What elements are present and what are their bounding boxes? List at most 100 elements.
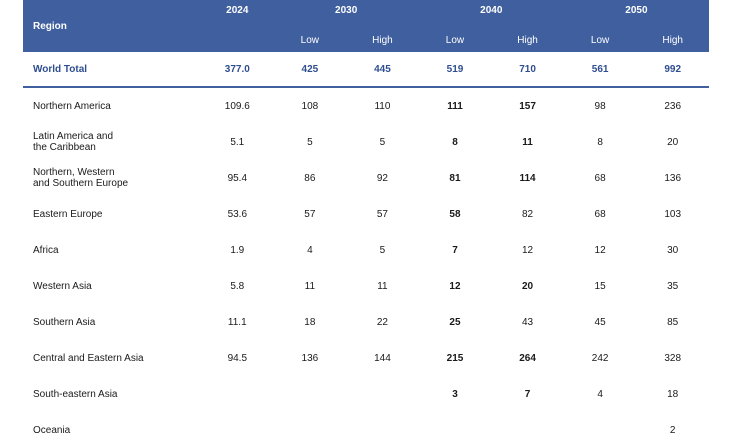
- value-2050-low: 4: [597, 388, 603, 400]
- year-header-2024: 2024: [201, 0, 274, 28]
- value-2024: [201, 412, 274, 448]
- subheader-2050-high: High: [636, 28, 709, 52]
- table-row: Eastern Europe 53.6 57 57 58 82 68 103: [23, 196, 709, 232]
- value-2040-high: 264: [519, 352, 536, 364]
- subheader-2040-high: High: [491, 28, 564, 52]
- header-row-scenarios: Low High Low High Low High: [23, 28, 709, 52]
- region-name: South-eastern Asia: [33, 388, 118, 400]
- value-2030-low: 136: [301, 352, 319, 364]
- value-2030-high: 92: [376, 172, 388, 184]
- value-2040-high: 82: [521, 208, 534, 220]
- world-total-2050-low: 561: [563, 52, 637, 88]
- year-header-2050: 2050: [563, 0, 709, 28]
- projection-table: Region 2024 2030 2040 2050 Low High Low …: [23, 0, 709, 448]
- world-total-2040-low: 519: [418, 52, 492, 88]
- value-2050-high: 2: [669, 424, 676, 436]
- world-total-2040-high: 710: [491, 52, 564, 88]
- region-name: Africa: [33, 244, 59, 256]
- value-2040-high: 12: [521, 244, 534, 256]
- table-row: Southern Asia 11.1 18 22 25 43 45 85: [23, 304, 709, 340]
- region-name: Eastern Europe: [33, 208, 103, 220]
- world-total-2030-high: 445: [346, 52, 419, 88]
- region-name: Northern America: [33, 100, 111, 112]
- value-2040-low: 7: [452, 244, 458, 256]
- world-total-row: World Total 377.0 425 445 519 710 561 99…: [23, 52, 709, 88]
- value-2030-low: 5: [307, 136, 313, 148]
- value-2040-low: 215: [446, 352, 464, 364]
- value-2050-low: 15: [594, 280, 606, 292]
- value-2030-low: [274, 412, 347, 448]
- value-2024: [201, 376, 274, 412]
- value-2050-low: [564, 412, 637, 448]
- value-2024: 109.6: [224, 100, 250, 112]
- value-2030-low: 108: [301, 100, 319, 112]
- value-2030-high: 144: [374, 352, 391, 364]
- value-2040-low: [419, 412, 492, 448]
- value-2050-high: 85: [667, 316, 679, 328]
- value-2040-low: 58: [449, 208, 461, 220]
- value-2024: 94.5: [227, 352, 248, 364]
- region-name-line1: Northern, Western: [33, 167, 115, 178]
- value-2024: 5.1: [230, 136, 245, 148]
- value-2050-low: 98: [594, 100, 606, 112]
- value-2030-high: [346, 412, 419, 448]
- value-2050-high: 18: [667, 388, 679, 400]
- year-header-2040: 2040: [418, 0, 564, 28]
- world-total-2030-low: 425: [273, 52, 347, 88]
- value-2040-low: 12: [449, 280, 461, 292]
- value-2030-low: 18: [304, 316, 316, 328]
- table-row: Western Asia 5.8 11 11 12 20 15 35: [23, 268, 709, 304]
- value-2040-low: 111: [447, 100, 463, 112]
- value-2040-low: 81: [449, 172, 461, 184]
- value-2030-low: 4: [307, 244, 313, 256]
- table-row: Northern, Western and Southern Europe 95.…: [23, 160, 709, 196]
- value-2030-low: [274, 376, 347, 412]
- region-name: Latin America and the Caribbean: [23, 124, 201, 160]
- value-2030-high: 22: [376, 316, 388, 328]
- table-header: Region 2024 2030 2040 2050 Low High Low …: [23, 0, 709, 52]
- value-2030-high: 5: [379, 244, 386, 256]
- year-header-2030: 2030: [273, 0, 419, 28]
- value-2040-low: 8: [452, 136, 458, 148]
- region-name-line2: the Caribbean: [33, 142, 96, 153]
- table-row: Africa 1.9 4 5 7 12 12 30: [23, 232, 709, 268]
- value-2050-low: 68: [594, 208, 606, 220]
- value-2050-low: 45: [594, 316, 606, 328]
- value-2050-high: 35: [667, 280, 679, 292]
- value-2040-high: 157: [519, 100, 536, 112]
- table-row: Latin America and the Caribbean 5.1 5 5 8…: [23, 124, 709, 160]
- table-row: Northern America 109.6 108 110 111 157 9…: [23, 87, 709, 124]
- region-name-line2: and Southern Europe: [33, 178, 129, 189]
- region-name-line1: Latin America and: [33, 131, 114, 142]
- value-2050-high: 20: [667, 136, 679, 148]
- value-2024: 11.1: [227, 316, 247, 328]
- value-2040-high: [491, 412, 564, 448]
- value-2050-low: 242: [591, 352, 609, 364]
- value-2030-high: 57: [376, 208, 388, 220]
- value-2040-low: 25: [449, 316, 461, 328]
- value-2040-low: 3: [452, 388, 458, 400]
- value-2050-high: 236: [664, 100, 682, 112]
- value-2030-high: [346, 376, 419, 412]
- header-row-years: Region 2024 2030 2040 2050: [23, 0, 709, 52]
- left-margin: [0, 0, 18, 411]
- value-2024: 53.6: [227, 208, 248, 220]
- region-column-header: Region: [23, 0, 202, 52]
- region-name: Western Asia: [33, 280, 92, 292]
- value-2040-high: 43: [521, 316, 534, 328]
- page: Region 2024 2030 2040 2050 Low High Low …: [0, 0, 709, 436]
- subheader-2030-low: Low: [273, 28, 347, 52]
- world-total-2024: 377.0: [201, 52, 274, 88]
- world-total-label: World Total: [23, 52, 202, 88]
- value-2030-high: 11: [377, 280, 388, 292]
- value-2050-high: 328: [664, 352, 682, 364]
- value-2050-high: 136: [664, 172, 682, 184]
- value-2040-high: 114: [519, 172, 536, 184]
- world-total-2050-high: 992: [636, 52, 709, 88]
- subheader-2050-low: Low: [563, 28, 637, 52]
- value-2024: 1.9: [230, 244, 245, 256]
- region-name: Southern Asia: [33, 316, 96, 328]
- value-2050-high: 103: [664, 208, 682, 220]
- table-row: South-eastern Asia 3 7 4 18: [23, 376, 709, 412]
- region-name: Northern, Western and Southern Europe: [23, 160, 201, 196]
